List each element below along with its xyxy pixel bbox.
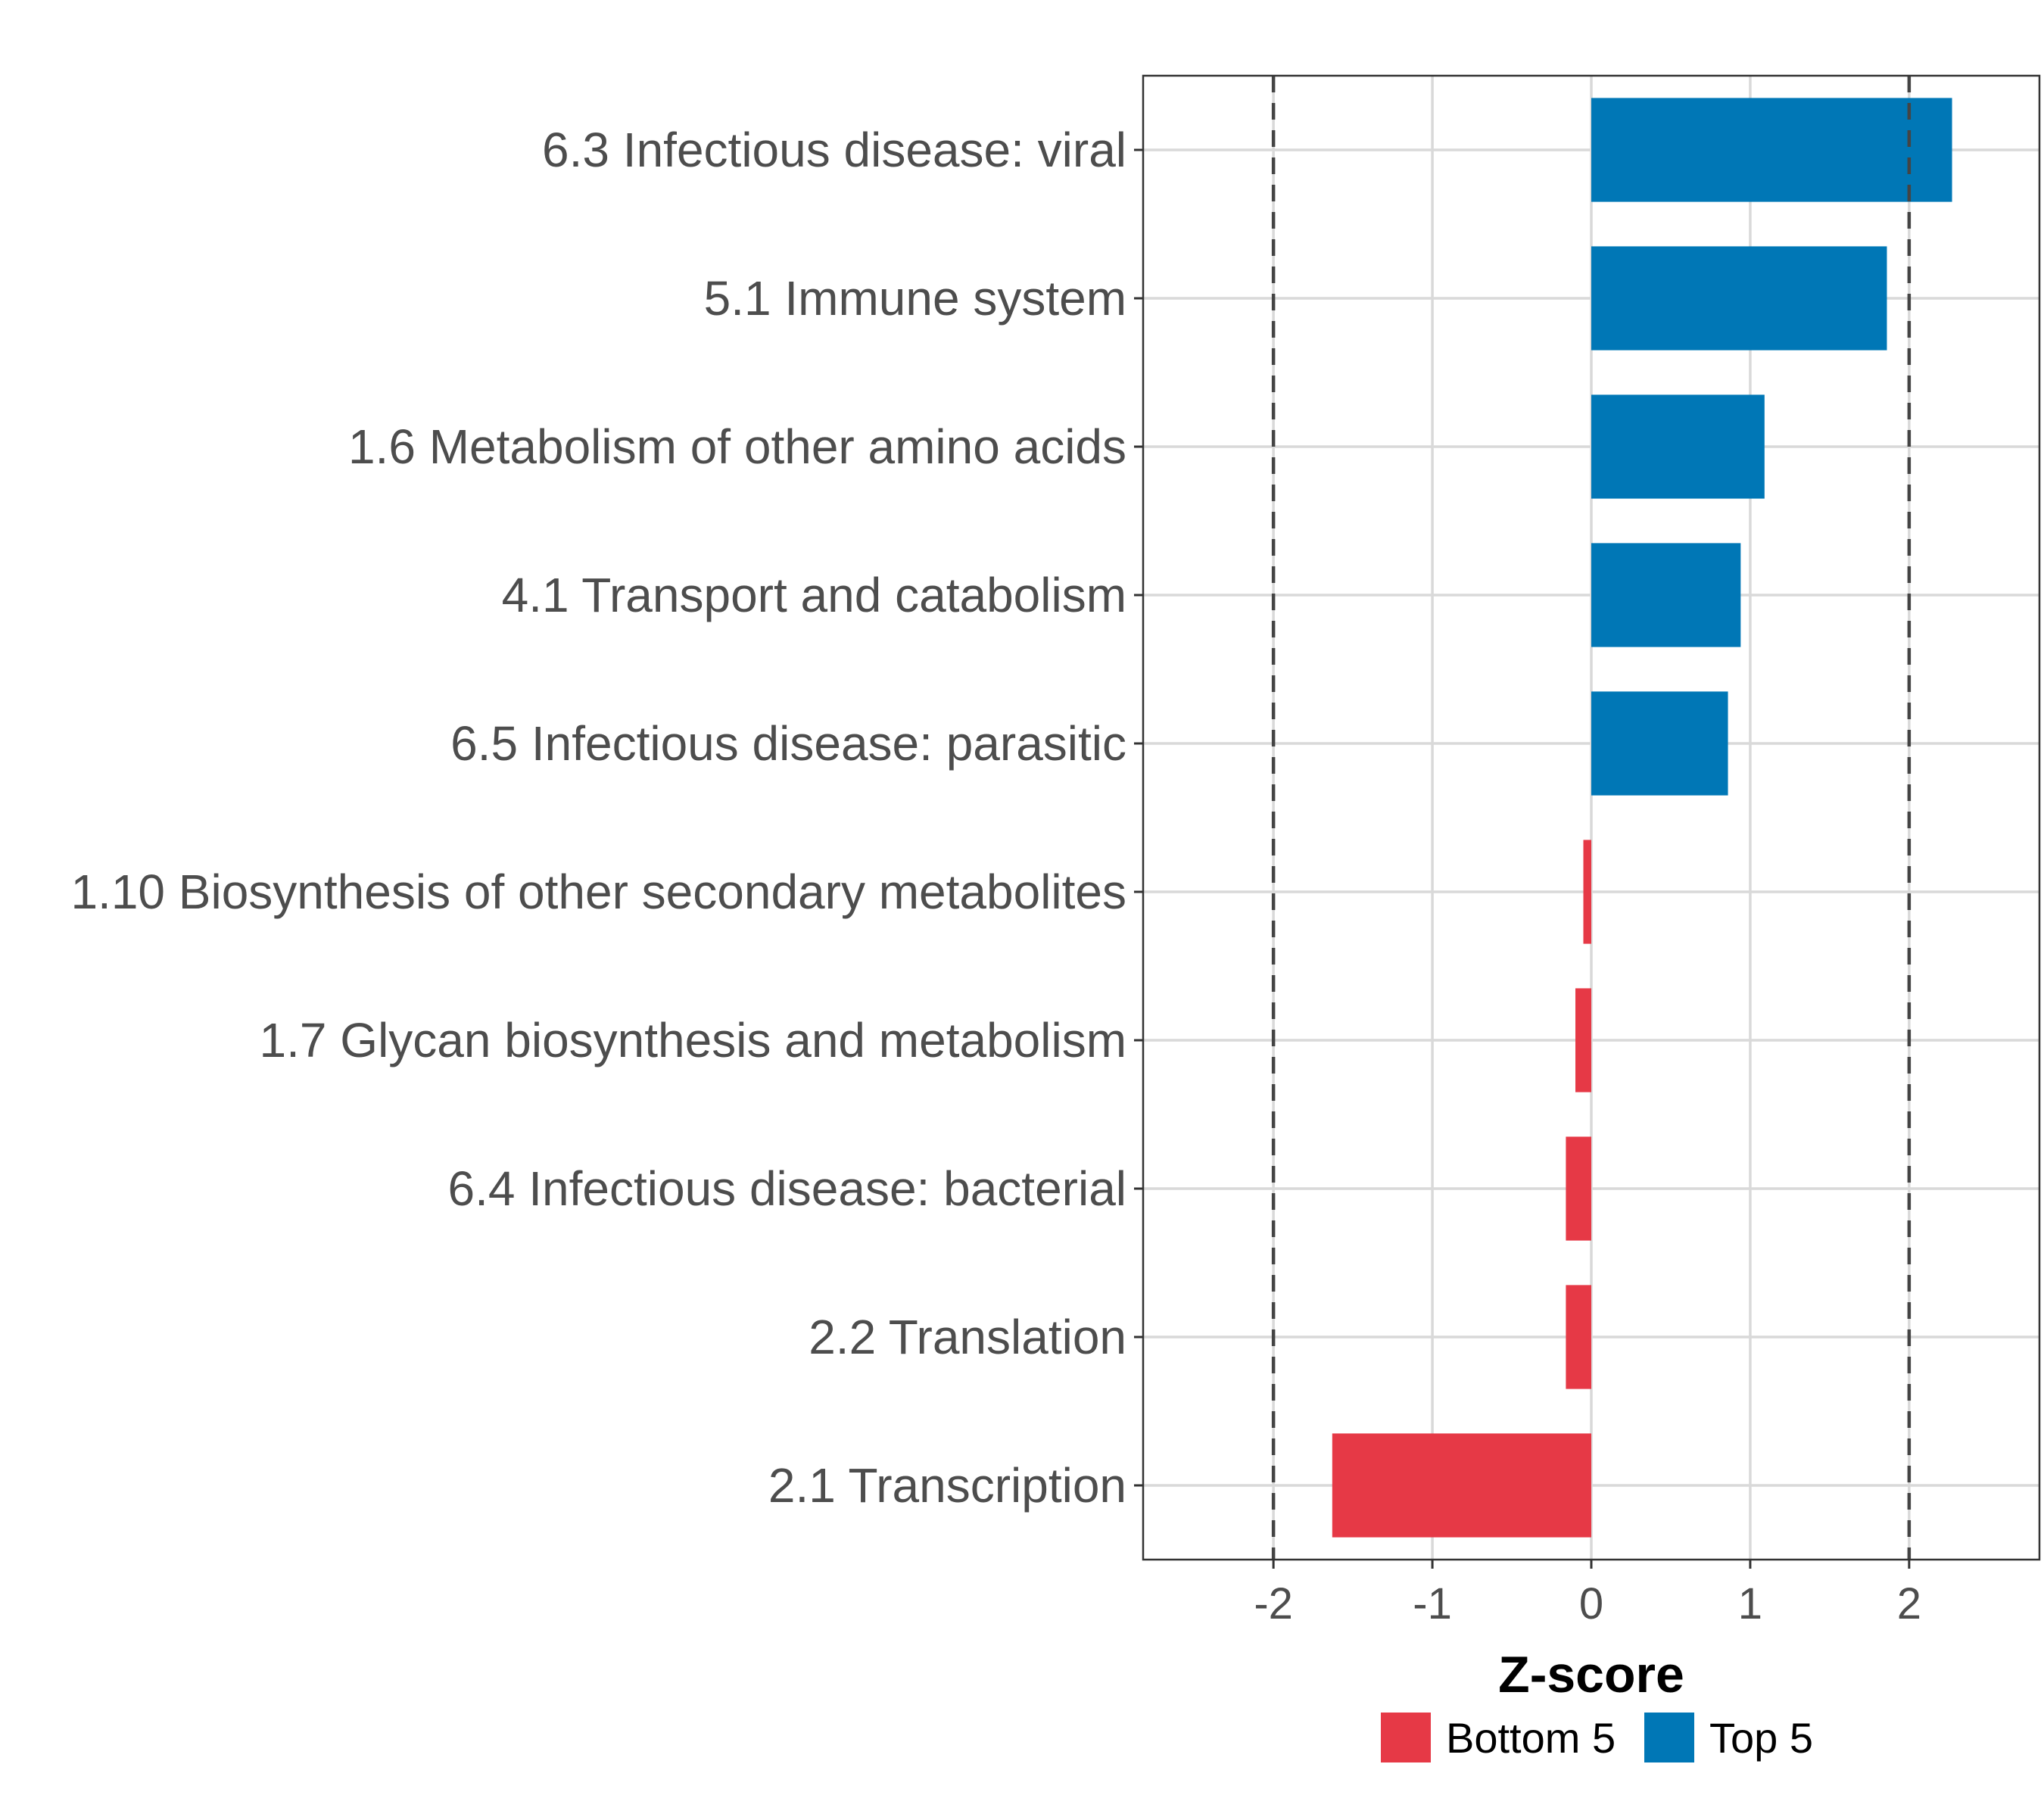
x-tick-label: -1 — [1413, 1579, 1452, 1628]
bar-1 — [1591, 98, 1952, 202]
x-tick-label: 1 — [1738, 1579, 1762, 1628]
category-label-5: 6.5 Infectious disease: parasitic — [450, 716, 1126, 771]
legend-label-1: Bottom 5 — [1446, 1714, 1616, 1762]
x-tick-label: -2 — [1254, 1579, 1293, 1628]
bar-9 — [1566, 1285, 1591, 1389]
legend-label-2: Top 5 — [1709, 1714, 1813, 1762]
bar-7 — [1575, 988, 1591, 1092]
category-label-1: 6.3 Infectious disease: viral — [542, 123, 1126, 177]
bars — [1332, 98, 1952, 1538]
category-label-4: 4.1 Transport and catabolism — [502, 568, 1126, 622]
y-axis-ticks: 6.3 Infectious disease: viral 5.1 Immune … — [70, 123, 1143, 1513]
bar-2 — [1591, 246, 1887, 351]
bar-6 — [1583, 840, 1591, 944]
x-axis-title: Z-score — [1498, 1646, 1684, 1703]
legend-swatch-1 — [1381, 1713, 1431, 1762]
bar-4 — [1591, 543, 1741, 647]
bar-8 — [1566, 1136, 1591, 1241]
category-label-2: 5.1 Immune system — [704, 271, 1126, 326]
bar-3 — [1591, 394, 1765, 499]
x-axis-ticks: -2 -1 0 1 2 — [1254, 1560, 1921, 1628]
category-label-10: 2.1 Transcription — [768, 1458, 1126, 1513]
legend-swatch-2 — [1644, 1713, 1694, 1762]
x-tick-label: 2 — [1897, 1579, 1921, 1628]
category-label-3: 1.6 Metabolism of other amino acids — [348, 419, 1126, 474]
legend: Bottom 5 Top 5 — [1381, 1713, 1813, 1762]
category-label-9: 2.2 Translation — [809, 1310, 1126, 1364]
bar-5 — [1591, 691, 1728, 796]
category-label-6: 1.10 Biosynthesis of other secondary met… — [70, 865, 1126, 919]
category-label-8: 6.4 Infectious disease: bacterial — [447, 1161, 1126, 1216]
reference-lines — [1271, 76, 1912, 1560]
category-label-7: 1.7 Glycan biosynthesis and metabolism — [260, 1013, 1126, 1067]
bar-10 — [1332, 1433, 1591, 1538]
x-tick-label: 0 — [1579, 1579, 1603, 1628]
